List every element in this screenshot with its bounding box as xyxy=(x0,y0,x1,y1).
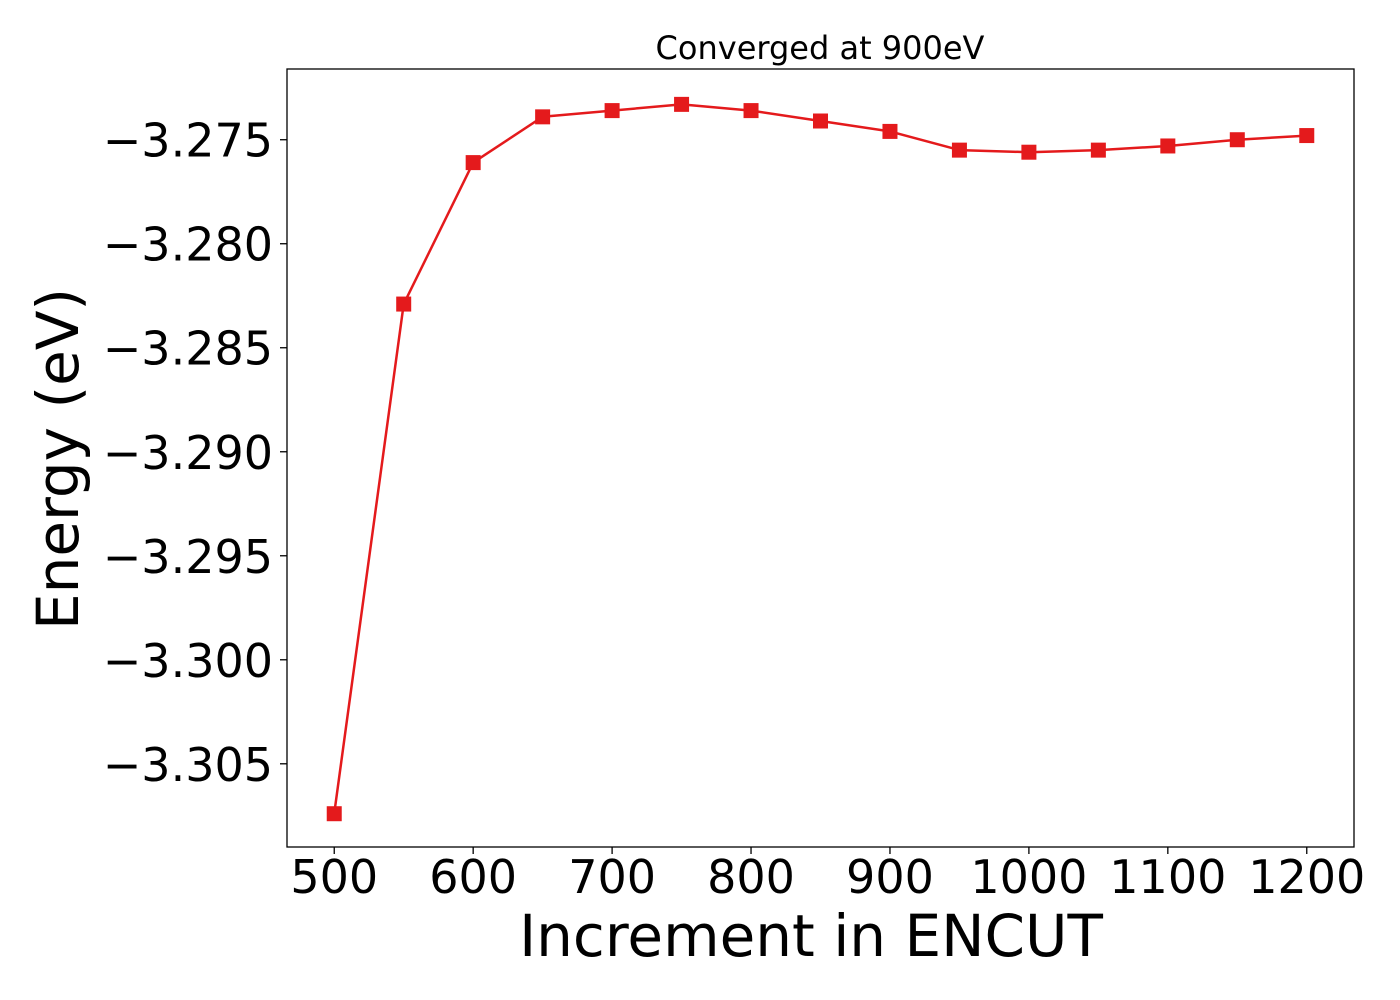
y-axis-ticks: −3.305 −3.300 −3.295 −3.290 −3.285 −3.280 −3.2… xyxy=(103,114,287,792)
data-point-marker xyxy=(951,142,967,158)
y-tick-label: −3.295 xyxy=(103,530,273,584)
data-point-marker xyxy=(882,123,898,139)
data-point-marker xyxy=(396,296,412,312)
x-tick-label: 1200 xyxy=(1248,850,1365,904)
x-tick-label: 600 xyxy=(429,850,517,904)
x-axis-ticks: 500 600 700 800 900 1000 1100 1200 xyxy=(290,847,1365,904)
x-axis-label: Increment in ENCUT xyxy=(519,902,1103,970)
y-tick-label: −3.290 xyxy=(103,426,273,480)
x-tick-label: 1000 xyxy=(970,850,1087,904)
x-tick-label: 700 xyxy=(568,850,656,904)
y-tick-label: −3.300 xyxy=(103,634,273,688)
data-point-marker xyxy=(465,155,481,171)
series-layer xyxy=(326,96,1315,822)
data-point-marker xyxy=(1090,142,1106,158)
data-point-marker xyxy=(1229,132,1245,148)
y-tick-label: −3.285 xyxy=(103,322,273,376)
data-point-marker xyxy=(813,113,828,129)
data-point-marker xyxy=(604,103,620,119)
data-point-marker xyxy=(1160,138,1176,154)
chart-title: Converged at 900eV xyxy=(656,29,985,67)
data-point-marker xyxy=(1299,128,1315,144)
data-point-marker xyxy=(1021,144,1037,160)
x-tick-label: 900 xyxy=(846,850,934,904)
data-point-marker xyxy=(743,103,759,119)
data-point-marker xyxy=(326,806,342,822)
data-point-marker xyxy=(674,96,690,112)
plot-area xyxy=(286,68,1355,848)
y-axis-label: Energy (eV) xyxy=(24,288,92,630)
y-tick-label: −3.275 xyxy=(103,114,273,168)
y-tick-label: −3.305 xyxy=(103,738,273,792)
x-tick-label: 500 xyxy=(290,850,378,904)
x-tick-label: 800 xyxy=(707,850,795,904)
data-point-marker xyxy=(535,109,551,125)
y-tick-label: −3.280 xyxy=(103,218,273,272)
x-tick-label: 1100 xyxy=(1109,850,1226,904)
